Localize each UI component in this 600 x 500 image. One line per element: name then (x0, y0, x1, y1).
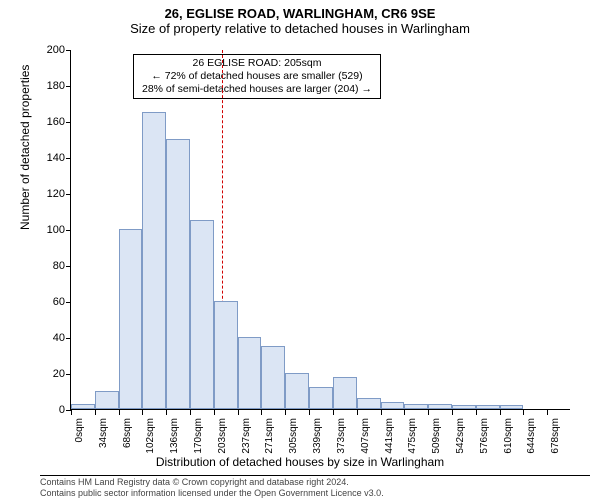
x-tick-mark (190, 410, 191, 415)
y-tick-mark (66, 338, 71, 339)
histogram-bar (142, 112, 166, 409)
histogram-bar (119, 229, 143, 409)
x-tick-mark (238, 410, 239, 415)
x-tick-mark (452, 410, 453, 415)
histogram-bar (428, 404, 452, 409)
x-tick-label: 68sqm (122, 418, 133, 448)
y-tick-label: 80 (31, 260, 65, 272)
x-tick-label: 441sqm (384, 418, 395, 454)
y-tick-label: 200 (31, 44, 65, 56)
x-tick-mark (547, 410, 548, 415)
y-tick-label: 120 (31, 188, 65, 200)
x-tick-label: 678sqm (550, 418, 561, 454)
histogram-bar (166, 139, 190, 409)
x-tick-mark (119, 410, 120, 415)
x-tick-label: 339sqm (312, 418, 323, 454)
x-tick-mark (428, 410, 429, 415)
histogram-bar (500, 405, 524, 409)
x-tick-mark (95, 410, 96, 415)
y-tick-label: 60 (31, 296, 65, 308)
y-tick-label: 140 (31, 152, 65, 164)
histogram-bar (404, 404, 428, 409)
x-tick-mark (309, 410, 310, 415)
x-tick-label: 170sqm (193, 418, 204, 454)
plot-region: 26 EGLISE ROAD: 205sqm ← 72% of detached… (70, 50, 570, 410)
y-tick-mark (66, 194, 71, 195)
histogram-bar (238, 337, 262, 409)
x-tick-label: 407sqm (360, 418, 371, 454)
x-tick-mark (404, 410, 405, 415)
y-tick-mark (66, 122, 71, 123)
y-tick-label: 0 (31, 404, 65, 416)
x-tick-mark (381, 410, 382, 415)
x-tick-label: 542sqm (455, 418, 466, 454)
histogram-bar (309, 387, 333, 409)
x-tick-label: 0sqm (74, 418, 85, 442)
x-tick-mark (261, 410, 262, 415)
histogram-bar (214, 301, 238, 409)
footer-attribution: Contains HM Land Registry data © Crown c… (40, 475, 590, 498)
x-tick-mark (357, 410, 358, 415)
y-tick-label: 160 (31, 116, 65, 128)
x-tick-label: 610sqm (503, 418, 514, 454)
histogram-bar (357, 398, 381, 409)
x-tick-label: 237sqm (241, 418, 252, 454)
x-tick-label: 509sqm (431, 418, 442, 454)
y-tick-label: 180 (31, 80, 65, 92)
x-tick-label: 644sqm (526, 418, 537, 454)
x-tick-label: 34sqm (98, 418, 109, 448)
x-tick-mark (333, 410, 334, 415)
chart-area: 26 EGLISE ROAD: 205sqm ← 72% of detached… (70, 50, 570, 410)
histogram-bar (261, 346, 285, 409)
x-tick-label: 271sqm (264, 418, 275, 454)
annotation-line-1: 26 EGLISE ROAD: 205sqm (142, 57, 372, 70)
x-tick-label: 373sqm (336, 418, 347, 454)
histogram-bar (190, 220, 214, 409)
x-tick-label: 305sqm (288, 418, 299, 454)
footer-line-1: Contains HM Land Registry data © Crown c… (40, 477, 590, 487)
y-tick-label: 20 (31, 368, 65, 380)
x-axis-label: Distribution of detached houses by size … (0, 455, 600, 469)
x-tick-mark (476, 410, 477, 415)
annotation-line-3: 28% of semi-detached houses are larger (… (142, 83, 372, 96)
y-tick-mark (66, 230, 71, 231)
histogram-bar (95, 391, 119, 409)
x-tick-label: 203sqm (217, 418, 228, 454)
y-tick-label: 100 (31, 224, 65, 236)
y-tick-mark (66, 302, 71, 303)
x-tick-mark (214, 410, 215, 415)
x-tick-label: 102sqm (145, 418, 156, 454)
y-tick-mark (66, 266, 71, 267)
histogram-bar (71, 404, 95, 409)
y-tick-mark (66, 374, 71, 375)
x-tick-label: 576sqm (479, 418, 490, 454)
histogram-bar (452, 405, 476, 409)
title-line-2: Size of property relative to detached ho… (0, 21, 600, 36)
x-tick-mark (285, 410, 286, 415)
x-tick-label: 136sqm (169, 418, 180, 454)
y-axis-label: Number of detached properties (18, 65, 32, 230)
histogram-bar (476, 405, 500, 409)
histogram-bar (381, 402, 405, 409)
y-tick-label: 40 (31, 332, 65, 344)
x-tick-label: 475sqm (407, 418, 418, 454)
histogram-bar (285, 373, 309, 409)
y-tick-mark (66, 50, 71, 51)
y-tick-mark (66, 86, 71, 87)
x-tick-mark (166, 410, 167, 415)
footer-line-2: Contains public sector information licen… (40, 488, 590, 498)
y-tick-mark (66, 158, 71, 159)
chart-title-block: 26, EGLISE ROAD, WARLINGHAM, CR6 9SE Siz… (0, 0, 600, 36)
histogram-bar (333, 377, 357, 409)
annotation-box: 26 EGLISE ROAD: 205sqm ← 72% of detached… (133, 54, 381, 99)
x-tick-mark (142, 410, 143, 415)
annotation-line-2: ← 72% of detached houses are smaller (52… (142, 70, 372, 83)
x-tick-mark (523, 410, 524, 415)
x-tick-mark (71, 410, 72, 415)
x-tick-mark (500, 410, 501, 415)
title-line-1: 26, EGLISE ROAD, WARLINGHAM, CR6 9SE (0, 6, 600, 21)
